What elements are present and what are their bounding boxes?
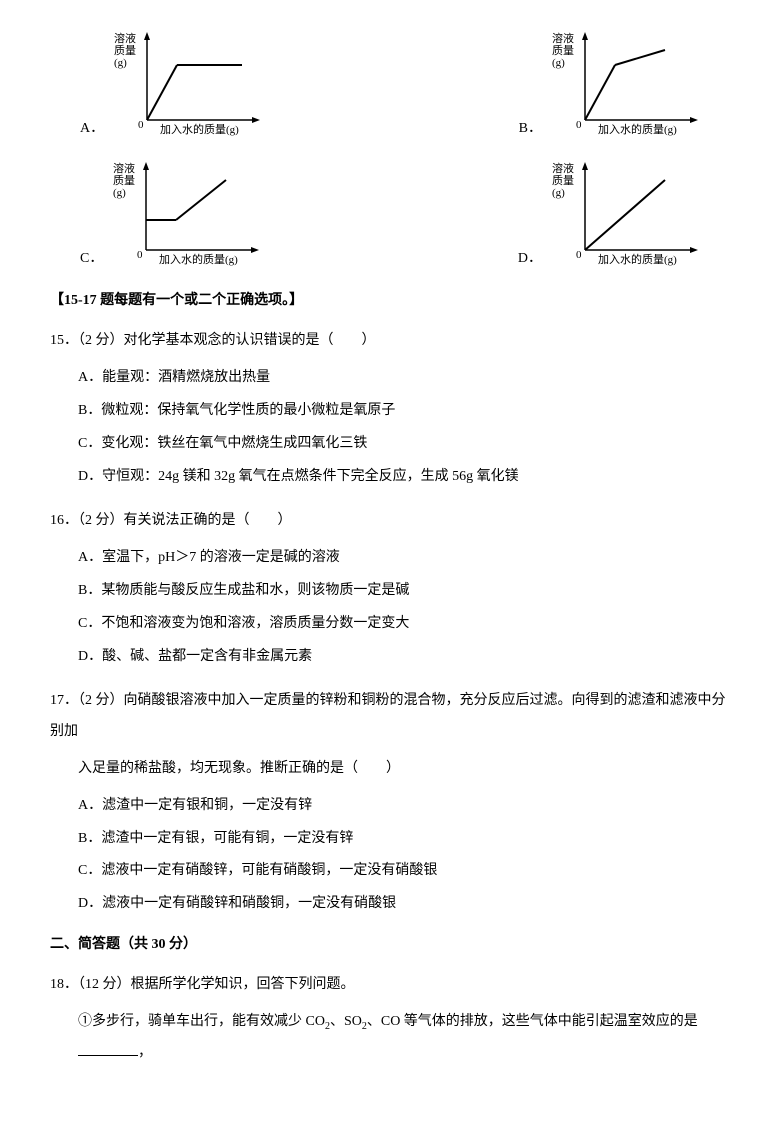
ylabel-b-2: 质量 — [552, 44, 574, 57]
question-15: 15．（2 分）对化学基本观念的认识错误的是（ ） A．能量观：酒精燃烧放出热量… — [50, 326, 730, 492]
y-arrow-d — [582, 162, 588, 170]
plot-b — [585, 50, 665, 120]
q15-option-d: D．守恒观：24g 镁和 32g 氧气在点燃条件下完全反应，生成 56g 氧化镁 — [50, 462, 730, 493]
chart-label-d: D． — [518, 248, 542, 270]
q16-stem: 16．（2 分）有关说法正确的是（ ） — [50, 506, 730, 537]
blank-1 — [78, 1042, 138, 1056]
chart-label-a: A． — [80, 118, 104, 140]
q16-option-a: A．室温下，pH＞7 的溶液一定是碱的溶液 — [50, 543, 730, 574]
q17-stem-2: 入足量的稀盐酸，均无现象。推断正确的是（ ） — [50, 754, 730, 785]
xlabel-a: 加入水的质量(g) — [160, 122, 239, 136]
chart-item-c: C． 溶液 质量 (g) 0 加入水的质量(g) — [80, 160, 261, 270]
xlabel-c: 加入水的质量(g) — [159, 252, 238, 266]
y-arrow-c — [143, 162, 149, 170]
plot-d — [585, 180, 665, 250]
chart-b: 溶液 质量 (g) 0 加入水的质量(g) — [550, 30, 700, 140]
x-arrow-b — [690, 117, 698, 123]
q17-option-b: B．滤渣中一定有银，可能有铜，一定没有锌 — [50, 824, 730, 855]
ylabel-c-2: 质量 — [113, 174, 135, 187]
ylabel-d-1: 溶液 — [552, 161, 574, 175]
q17-option-d: D．滤液中一定有硝酸锌和硝酸铜，一定没有硝酸银 — [50, 889, 730, 920]
y-arrow-b — [582, 32, 588, 40]
question-16: 16．（2 分）有关说法正确的是（ ） A．室温下，pH＞7 的溶液一定是碱的溶… — [50, 506, 730, 672]
chart-item-d: D． 溶液 质量 (g) 0 加入水的质量(g) — [518, 160, 700, 270]
ylabel-c-1: 溶液 — [113, 161, 135, 175]
q16-option-b: B．某物质能与酸反应生成盐和水，则该物质一定是碱 — [50, 576, 730, 607]
plot-a — [147, 65, 242, 120]
origin-c: 0 — [137, 249, 143, 261]
section-header-1: 【15-17 题每题有一个或二个正确选项。】 — [50, 290, 730, 312]
ylabel-b-1: 溶液 — [552, 31, 574, 45]
section-header-2: 二、简答题（共 30 分） — [50, 934, 730, 956]
chart-a: 溶液 质量 (g) 0 加入水的质量(g) — [112, 30, 262, 140]
q18-stem: 18．（12 分）根据所学化学知识，回答下列问题。 — [50, 970, 730, 1001]
chart-item-b: B． 溶液 质量 (g) 0 加入水的质量(g) — [519, 30, 700, 140]
q18-sub1-a: ①多步行，骑单车出行，能有效减少 CO — [78, 1014, 325, 1029]
chart-label-c: C． — [80, 248, 103, 270]
origin-d: 0 — [576, 249, 582, 261]
ylabel-d-3: (g) — [552, 187, 565, 199]
ylabel-a-3: (g) — [114, 57, 127, 69]
xlabel-b: 加入水的质量(g) — [598, 122, 677, 136]
question-17: 17．（2 分）向硝酸银溶液中加入一定质量的锌粉和铜粉的混合物，充分反应后过滤。… — [50, 686, 730, 920]
chart-row-1: A． 溶液 质量 (g) 0 加入水的质量(g) B． 溶液 质量 (g) 0 … — [50, 30, 730, 140]
chart-item-a: A． 溶液 质量 (g) 0 加入水的质量(g) — [80, 30, 262, 140]
q17-option-a: A．滤渣中一定有银和铜，一定没有锌 — [50, 791, 730, 822]
ylabel-d-2: 质量 — [552, 174, 574, 187]
y-arrow-a — [144, 32, 150, 40]
q16-option-d: D．酸、碱、盐都一定含有非金属元素 — [50, 642, 730, 673]
origin-a: 0 — [138, 119, 144, 131]
ylabel-a-1: 溶液 — [114, 31, 136, 45]
origin-b: 0 — [576, 119, 582, 131]
chart-c: 溶液 质量 (g) 0 加入水的质量(g) — [111, 160, 261, 270]
question-18: 18．（12 分）根据所学化学知识，回答下列问题。 ①多步行，骑单车出行，能有效… — [50, 970, 730, 1068]
q18-sub1-d: ， — [138, 1045, 152, 1060]
x-arrow-c — [251, 247, 259, 253]
q17-stem-1: 17．（2 分）向硝酸银溶液中加入一定质量的锌粉和铜粉的混合物，充分反应后过滤。… — [50, 686, 730, 748]
q18-sub1-c: 、CO 等气体的排放，这些气体中能引起温室效应的是 — [367, 1014, 698, 1029]
ylabel-a-2: 质量 — [114, 44, 136, 57]
ylabel-b-3: (g) — [552, 57, 565, 69]
xlabel-d: 加入水的质量(g) — [598, 252, 677, 266]
q15-stem: 15．（2 分）对化学基本观念的认识错误的是（ ） — [50, 326, 730, 357]
q15-option-a: A．能量观：酒精燃烧放出热量 — [50, 363, 730, 394]
chart-row-2: C． 溶液 质量 (g) 0 加入水的质量(g) D． 溶液 质量 (g) 0 … — [50, 160, 730, 270]
chart-label-b: B． — [519, 118, 542, 140]
q15-option-c: C．变化观：铁丝在氧气中燃烧生成四氧化三铁 — [50, 429, 730, 460]
chart-d: 溶液 质量 (g) 0 加入水的质量(g) — [550, 160, 700, 270]
x-arrow-a — [252, 117, 260, 123]
q18-sub1-b: 、SO — [330, 1014, 362, 1029]
q18-sub1: ①多步行，骑单车出行，能有效减少 CO2、SO2、CO 等气体的排放，这些气体中… — [50, 1007, 730, 1069]
q16-option-c: C．不饱和溶液变为饱和溶液，溶质质量分数一定变大 — [50, 609, 730, 640]
ylabel-c-3: (g) — [113, 187, 126, 199]
plot-c — [146, 180, 226, 220]
q15-option-b: B．微粒观：保持氧气化学性质的最小微粒是氧原子 — [50, 396, 730, 427]
x-arrow-d — [690, 247, 698, 253]
q17-option-c: C．滤液中一定有硝酸锌，可能有硝酸铜，一定没有硝酸银 — [50, 856, 730, 887]
